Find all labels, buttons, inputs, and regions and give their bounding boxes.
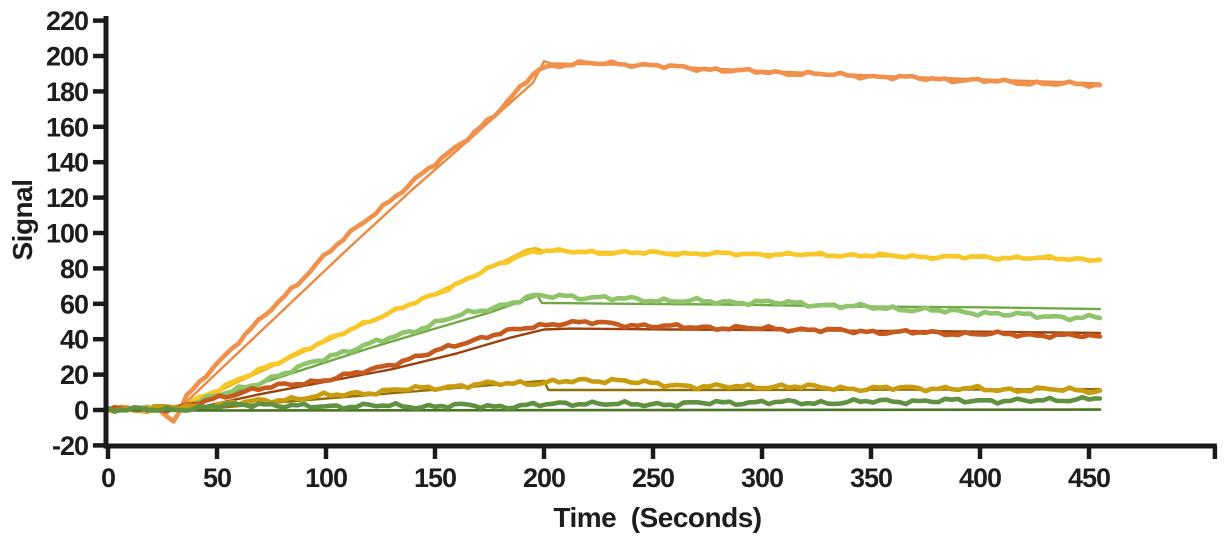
light-green-fit-line xyxy=(106,294,1102,412)
y-tick-label: 160 xyxy=(46,112,88,142)
y-tick-label: 0 xyxy=(74,396,88,426)
y-axis-title: Signal xyxy=(7,179,38,261)
light-green-data-line xyxy=(105,292,1103,414)
x-tick-label: 350 xyxy=(850,463,892,493)
y-tick-label: 200 xyxy=(46,42,88,72)
x-tick-label: 400 xyxy=(959,463,1001,493)
dark-green-fit-line xyxy=(106,408,1102,412)
x-tick-label: 200 xyxy=(523,463,565,493)
y-tick-label: 80 xyxy=(60,254,88,284)
x-axis-title: Time (Seconds) xyxy=(553,502,762,533)
yellow-data-line xyxy=(105,247,1103,415)
orange-data-line xyxy=(105,59,1103,424)
y-tick-label: 100 xyxy=(46,219,88,249)
y-tick-label: 220 xyxy=(46,6,88,36)
y-tick-label: 140 xyxy=(46,148,88,178)
y-tick-label: 60 xyxy=(60,289,88,319)
x-tick-label: 150 xyxy=(414,463,456,493)
y-tick-label: 20 xyxy=(60,360,88,390)
y-tick-label: -20 xyxy=(52,431,88,461)
olive-data-line xyxy=(105,376,1103,414)
x-tick-label: 450 xyxy=(1068,463,1110,493)
axes: -20 0 20 40 60 80 100 120 140 160 180 200 220 0 50 100 1… xyxy=(46,6,1218,493)
y-tick-label: 40 xyxy=(60,325,88,355)
rust-data-line xyxy=(105,318,1103,414)
orange-fit-line xyxy=(106,60,1102,412)
y-tick-label: 180 xyxy=(46,77,88,107)
y-tick-label: 120 xyxy=(46,183,88,213)
x-tick-label: 300 xyxy=(741,463,783,493)
x-tick-label: 100 xyxy=(305,463,347,493)
x-tick-label: 50 xyxy=(203,463,231,493)
dark-green-data-line xyxy=(105,394,1103,414)
x-tick-label: 0 xyxy=(101,463,115,493)
series-lines xyxy=(105,59,1103,424)
x-tick-label: 250 xyxy=(632,463,674,493)
